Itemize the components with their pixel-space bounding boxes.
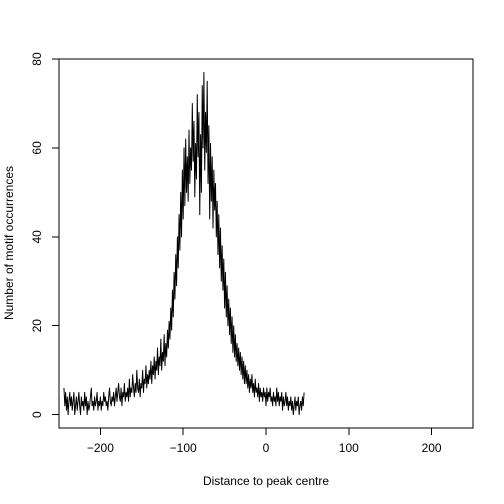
x-tick-label: 100 (339, 441, 359, 455)
y-tick-label: 40 (30, 230, 44, 244)
x-tick-label: 0 (263, 441, 270, 455)
y-tick-label: 20 (30, 319, 44, 333)
x-tick-label: −100 (170, 441, 197, 455)
y-axis: 0 20 40 60 80 (30, 52, 59, 418)
series-line (63, 71, 305, 416)
plot-area-frame (58, 58, 474, 429)
x-tick-label: −200 (87, 441, 114, 455)
y-tick-label: 0 (30, 411, 44, 418)
x-tick-label: 200 (422, 441, 442, 455)
y-axis-label: Number of motif occurrences (2, 166, 16, 320)
y-tick-label: 80 (30, 52, 44, 66)
x-axis: −200 −100 0 100 200 (87, 428, 442, 455)
y-tick-label: 60 (30, 141, 44, 155)
series-group (63, 71, 305, 416)
x-axis-label: Distance to peak centre (203, 474, 329, 488)
